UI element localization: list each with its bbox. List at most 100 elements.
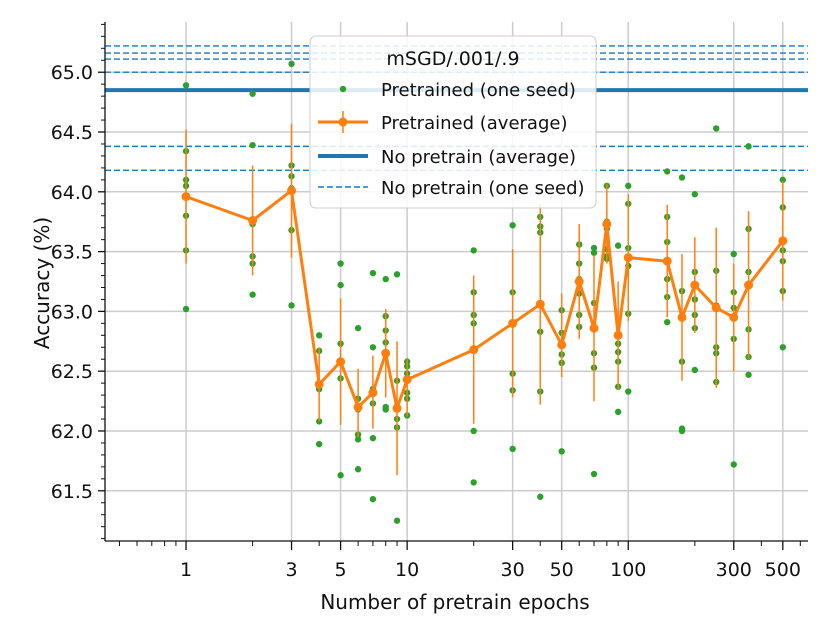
seed-point bbox=[382, 406, 389, 413]
seed-point bbox=[249, 141, 256, 149]
seed-point bbox=[730, 461, 737, 468]
seed-point bbox=[354, 436, 362, 443]
seed-point bbox=[625, 388, 632, 395]
average-point bbox=[392, 403, 402, 413]
seed-point bbox=[590, 249, 598, 256]
seed-point bbox=[393, 271, 401, 278]
average-point bbox=[677, 312, 687, 322]
average-point bbox=[778, 236, 788, 246]
seed-point bbox=[678, 427, 686, 435]
seed-point bbox=[354, 466, 362, 473]
average-point bbox=[287, 186, 297, 196]
average-point bbox=[574, 277, 584, 286]
seed-point bbox=[182, 305, 190, 313]
legend-dot-marker bbox=[339, 85, 347, 93]
average-point bbox=[690, 280, 700, 290]
legend: mSGD/.001/.9 Pretrained (one seed) Pretr… bbox=[309, 35, 597, 209]
x-tick-label: 500 bbox=[765, 559, 801, 581]
seed-point bbox=[354, 324, 362, 332]
seed-points bbox=[182, 60, 787, 524]
legend-label-average: Pretrained (average) bbox=[381, 113, 567, 134]
y-tick-label: 63.0 bbox=[51, 301, 93, 323]
seed-point bbox=[369, 344, 377, 351]
seed-point bbox=[537, 493, 544, 500]
y-tick-label: 62.0 bbox=[51, 421, 93, 443]
x-tick-label: 5 bbox=[335, 559, 347, 581]
average-point bbox=[662, 256, 672, 266]
seed-point bbox=[730, 250, 737, 258]
seed-point bbox=[678, 174, 686, 181]
seed-point bbox=[249, 291, 256, 298]
y-tick-label: 62.5 bbox=[51, 361, 93, 383]
x-tick-label: 100 bbox=[610, 559, 646, 581]
average-point bbox=[589, 323, 599, 333]
seed-point bbox=[470, 479, 477, 486]
y-tick-label: 61.5 bbox=[51, 481, 93, 503]
seed-point bbox=[558, 448, 565, 455]
seed-point bbox=[663, 318, 671, 326]
x-tick-label: 1 bbox=[180, 559, 192, 581]
seed-point bbox=[288, 60, 295, 68]
y-tick-label: 63.5 bbox=[51, 242, 93, 264]
seed-point bbox=[369, 269, 377, 277]
seed-point bbox=[470, 247, 477, 254]
average-point bbox=[602, 219, 612, 229]
seed-point bbox=[509, 445, 516, 453]
seed-point bbox=[509, 222, 516, 229]
average-point bbox=[623, 253, 633, 263]
seed-point bbox=[691, 366, 699, 374]
seed-point bbox=[382, 275, 389, 283]
average-point bbox=[381, 348, 391, 358]
average-series bbox=[181, 123, 788, 476]
seed-point bbox=[779, 344, 787, 351]
average-point bbox=[729, 312, 739, 322]
average-line bbox=[185, 189, 784, 410]
seed-point bbox=[745, 371, 752, 378]
average-point bbox=[508, 318, 518, 328]
seed-point bbox=[470, 427, 477, 435]
legend-title: mSGD/.001/.9 bbox=[386, 48, 519, 70]
average-point bbox=[336, 357, 346, 367]
legend-label-no-pretrain-average: No pretrain (average) bbox=[381, 147, 576, 168]
seed-point bbox=[691, 191, 699, 198]
average-point bbox=[353, 402, 363, 412]
seed-point bbox=[288, 302, 295, 309]
y-axis-label: Accuracy (%) bbox=[30, 217, 54, 349]
average-point bbox=[535, 299, 545, 309]
x-tick-label: 300 bbox=[716, 559, 752, 581]
x-tick-label: 3 bbox=[285, 559, 297, 581]
legend-label-one-seed: Pretrained (one seed) bbox=[381, 80, 576, 101]
average-point bbox=[402, 375, 412, 385]
seed-point bbox=[625, 182, 632, 190]
seed-point bbox=[337, 260, 344, 267]
seed-point bbox=[713, 125, 720, 132]
average-point bbox=[469, 345, 479, 355]
average-point bbox=[557, 340, 567, 350]
x-tick-label: 50 bbox=[550, 559, 574, 581]
seed-point bbox=[315, 440, 323, 448]
seed-point bbox=[590, 470, 598, 478]
seed-point bbox=[590, 244, 598, 252]
axes: 61.5 62.0 62.5 63.0 63.5 64.0 64.5 65.0 1 3 5 10 30 5… bbox=[51, 22, 808, 581]
y-tick-label: 64.5 bbox=[51, 122, 93, 144]
average-point bbox=[314, 379, 324, 389]
average-point bbox=[613, 330, 623, 340]
x-axis-label: Number of pretrain epochs bbox=[320, 590, 589, 614]
average-point bbox=[248, 216, 258, 226]
average-point bbox=[711, 303, 721, 313]
average-point bbox=[181, 192, 191, 202]
seed-point bbox=[315, 332, 323, 339]
seed-point bbox=[614, 408, 622, 416]
seed-point bbox=[614, 242, 622, 249]
x-tick-label: 10 bbox=[395, 559, 419, 581]
y-tick-label: 65.0 bbox=[51, 62, 93, 84]
seed-point bbox=[337, 472, 344, 479]
legend-average-marker bbox=[338, 117, 348, 127]
x-tick-label: 30 bbox=[501, 559, 525, 581]
legend-box bbox=[309, 35, 597, 209]
seed-point bbox=[337, 281, 344, 289]
seed-point bbox=[393, 517, 401, 524]
seed-point bbox=[249, 90, 256, 97]
seed-point bbox=[779, 176, 787, 184]
